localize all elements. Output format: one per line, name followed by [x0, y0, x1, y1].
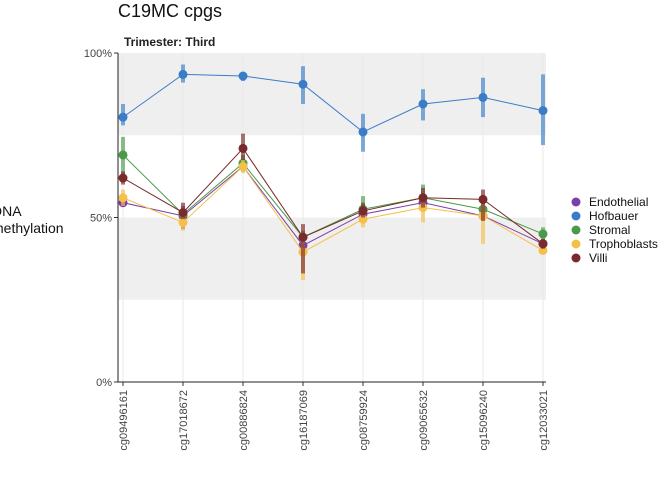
chart-title: C19MC cpgs	[118, 1, 222, 21]
data-point-trophoblasts	[178, 217, 188, 227]
legend: EndothelialHofbauerStromalTrophoblastsVi…	[571, 195, 658, 265]
data-point-hofbauer	[538, 106, 548, 116]
series-line-hofbauer	[122, 73, 544, 133]
legend-key-stromal	[571, 225, 581, 235]
legend-key-endothelial	[571, 197, 581, 207]
x-tick-label: cg12033021	[538, 390, 550, 451]
y-tick-label: 0%	[96, 377, 112, 389]
x-tick-label: cg16187069	[298, 390, 310, 451]
x-axis-ticks: cg09496161 cg17018672 cg00886824 cg16187069…	[118, 382, 550, 451]
data-point-hofbauer	[418, 99, 428, 109]
axes	[117, 53, 546, 383]
legend-label-villi: Villi	[589, 251, 607, 265]
legend-label-stromal: Stromal	[589, 223, 630, 237]
data-point-trophoblasts	[358, 214, 368, 224]
data-point-hofbauer	[478, 92, 488, 102]
x-tick-label: cg00886824	[238, 390, 250, 451]
x-tick-label: cg08759924	[358, 390, 370, 451]
data-point-villi	[358, 206, 368, 216]
data-point-trophoblasts	[538, 245, 548, 255]
data-point-villi	[538, 239, 548, 249]
chart-subtitle: Trimester: Third	[124, 35, 215, 49]
y-axis-label-line-2: methylation	[0, 220, 64, 236]
series-line-trophoblasts	[122, 165, 544, 253]
legend-key-villi	[571, 253, 581, 263]
data-point-villi	[418, 193, 428, 203]
series-layer	[118, 64, 548, 281]
data-point-trophoblasts	[238, 162, 248, 172]
data-point-hofbauer	[238, 71, 248, 81]
y-tick-label: 100%	[84, 48, 112, 60]
shaded-band-1	[118, 217, 546, 300]
data-point-hofbauer	[358, 127, 368, 137]
series-line-stromal	[122, 154, 544, 238]
data-point-stromal	[538, 229, 548, 239]
data-point-villi	[118, 173, 128, 183]
shaded-band-2	[118, 53, 546, 136]
data-point-stromal	[118, 150, 128, 160]
legend-label-endothelial: Endothelial	[589, 195, 648, 209]
series-hofbauer	[118, 64, 548, 152]
data-point-hofbauer	[118, 112, 128, 122]
series-villi	[118, 133, 548, 274]
y-tick-label: 50%	[90, 213, 112, 225]
data-point-trophoblasts	[118, 193, 128, 203]
shaded-bands	[118, 53, 546, 300]
x-tick-label: cg09496161	[118, 390, 130, 451]
legend-label-hofbauer: Hofbauer	[589, 209, 638, 223]
legend-key-trophoblasts	[571, 239, 581, 249]
legend-key-hofbauer	[571, 211, 581, 221]
data-point-villi	[298, 232, 308, 242]
data-point-hofbauer	[178, 69, 188, 79]
x-tick-label: cg09065632	[418, 390, 430, 451]
data-point-hofbauer	[298, 79, 308, 89]
series-line-endothelial	[122, 165, 544, 247]
y-axis-label-line-1: DNA	[0, 203, 22, 219]
x-tick-label: cg15096240	[478, 390, 490, 451]
legend-label-trophoblasts: Trophoblasts	[589, 237, 658, 251]
series-line-villi	[122, 147, 544, 245]
data-point-villi	[478, 194, 488, 204]
data-point-villi	[178, 208, 188, 218]
data-point-villi	[238, 143, 248, 153]
x-tick-label: cg17018672	[178, 390, 190, 451]
y-axis-ticks: 0% 50% 100%	[84, 48, 118, 389]
